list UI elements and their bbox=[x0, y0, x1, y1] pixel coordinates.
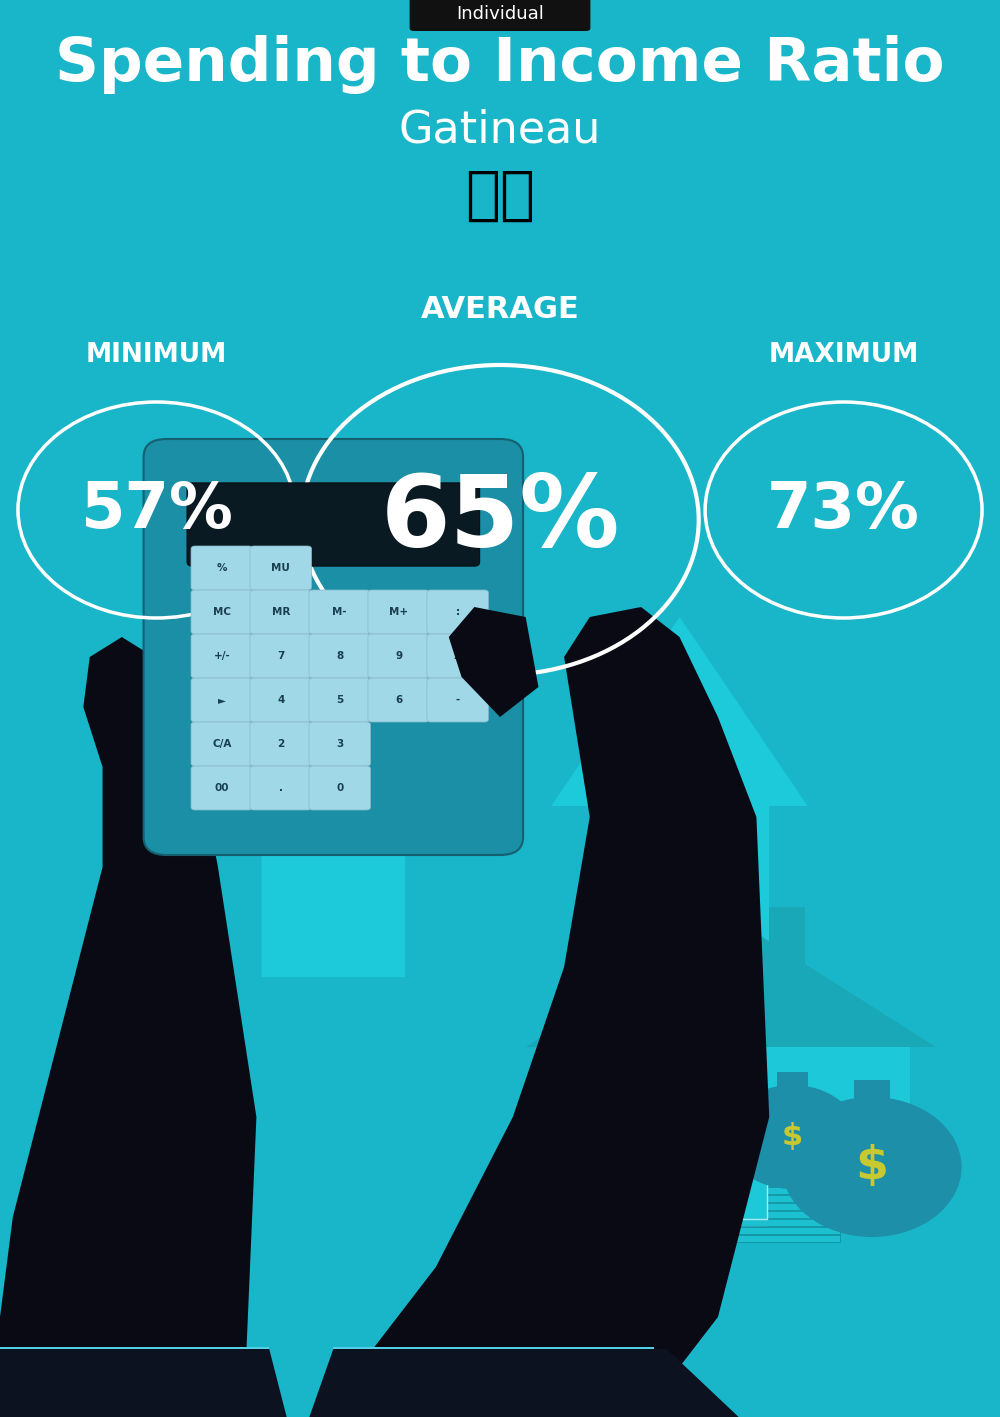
FancyBboxPatch shape bbox=[191, 633, 253, 677]
Text: 6: 6 bbox=[395, 694, 402, 706]
FancyBboxPatch shape bbox=[191, 677, 253, 723]
Bar bbox=[695, 1127, 767, 1227]
Text: 65%: 65% bbox=[380, 472, 620, 568]
Text: 5: 5 bbox=[336, 694, 343, 706]
Bar bbox=[718, 1236, 840, 1241]
FancyBboxPatch shape bbox=[427, 589, 488, 633]
Bar bbox=[854, 1080, 890, 1102]
Circle shape bbox=[782, 1097, 962, 1237]
FancyBboxPatch shape bbox=[191, 546, 253, 589]
Text: 73%: 73% bbox=[767, 479, 920, 541]
Bar bbox=[718, 1212, 840, 1219]
Bar bbox=[777, 1073, 808, 1090]
Text: $: $ bbox=[782, 1122, 803, 1152]
FancyBboxPatch shape bbox=[309, 589, 371, 633]
Text: 57%: 57% bbox=[80, 479, 233, 541]
Circle shape bbox=[726, 1085, 859, 1189]
Polygon shape bbox=[333, 1348, 654, 1417]
FancyBboxPatch shape bbox=[187, 483, 479, 565]
Bar bbox=[718, 1179, 840, 1186]
Text: MINIMUM: MINIMUM bbox=[86, 341, 227, 368]
FancyBboxPatch shape bbox=[191, 767, 253, 811]
FancyBboxPatch shape bbox=[368, 589, 429, 633]
FancyBboxPatch shape bbox=[368, 633, 429, 677]
FancyBboxPatch shape bbox=[191, 589, 253, 633]
Polygon shape bbox=[0, 1348, 269, 1417]
FancyBboxPatch shape bbox=[427, 633, 488, 677]
Text: x: x bbox=[454, 650, 461, 660]
FancyBboxPatch shape bbox=[250, 677, 312, 723]
Text: MR: MR bbox=[272, 606, 290, 616]
Polygon shape bbox=[0, 638, 256, 1417]
Bar bbox=[718, 1227, 840, 1234]
Text: 2: 2 bbox=[277, 740, 284, 750]
Text: 4: 4 bbox=[277, 694, 284, 706]
FancyBboxPatch shape bbox=[250, 633, 312, 677]
Bar bbox=[718, 1187, 840, 1195]
Text: %: % bbox=[217, 563, 227, 572]
Text: 9: 9 bbox=[395, 650, 402, 660]
Polygon shape bbox=[526, 917, 936, 1047]
Text: MC: MC bbox=[213, 606, 231, 616]
Text: 0: 0 bbox=[336, 784, 343, 794]
Text: Individual: Individual bbox=[456, 6, 544, 23]
Text: MAXIMUM: MAXIMUM bbox=[768, 341, 919, 368]
Polygon shape bbox=[231, 638, 436, 976]
Text: 8: 8 bbox=[336, 650, 343, 660]
Bar bbox=[718, 1195, 840, 1202]
FancyBboxPatch shape bbox=[427, 677, 488, 723]
Polygon shape bbox=[0, 1349, 321, 1417]
FancyBboxPatch shape bbox=[309, 723, 371, 767]
FancyBboxPatch shape bbox=[309, 767, 371, 811]
FancyBboxPatch shape bbox=[368, 677, 429, 723]
Text: 🇨🇦: 🇨🇦 bbox=[465, 167, 535, 224]
Bar bbox=[700, 1139, 728, 1219]
FancyBboxPatch shape bbox=[250, 589, 312, 633]
FancyBboxPatch shape bbox=[144, 439, 523, 854]
Text: 7: 7 bbox=[277, 650, 284, 660]
Text: 3: 3 bbox=[336, 740, 343, 750]
Text: C/A: C/A bbox=[212, 740, 231, 750]
Bar bbox=[738, 1139, 767, 1219]
Text: AVERAGE: AVERAGE bbox=[421, 296, 579, 324]
Bar bbox=[718, 1219, 840, 1226]
Polygon shape bbox=[333, 606, 769, 1417]
Text: M-: M- bbox=[332, 606, 347, 616]
Text: +/-: +/- bbox=[213, 650, 230, 660]
Text: 00: 00 bbox=[215, 784, 229, 794]
Text: -: - bbox=[456, 694, 460, 706]
FancyBboxPatch shape bbox=[191, 723, 253, 767]
FancyBboxPatch shape bbox=[250, 767, 312, 811]
FancyBboxPatch shape bbox=[309, 633, 371, 677]
Polygon shape bbox=[256, 1349, 897, 1417]
Bar bbox=[551, 1047, 910, 1227]
Text: M+: M+ bbox=[389, 606, 408, 616]
Text: :: : bbox=[456, 606, 460, 616]
Text: Gatineau: Gatineau bbox=[399, 109, 601, 152]
FancyBboxPatch shape bbox=[250, 546, 312, 589]
Text: Spending to Income Ratio: Spending to Income Ratio bbox=[55, 35, 945, 95]
FancyBboxPatch shape bbox=[410, 0, 590, 31]
Text: MU: MU bbox=[271, 563, 290, 572]
FancyBboxPatch shape bbox=[309, 677, 371, 723]
Text: $: $ bbox=[855, 1145, 888, 1189]
Text: ►: ► bbox=[218, 694, 226, 706]
Text: .: . bbox=[279, 784, 283, 794]
Polygon shape bbox=[551, 616, 808, 1037]
Polygon shape bbox=[449, 606, 538, 717]
Bar bbox=[718, 1203, 840, 1210]
FancyBboxPatch shape bbox=[250, 723, 312, 767]
Bar bbox=[769, 907, 805, 966]
